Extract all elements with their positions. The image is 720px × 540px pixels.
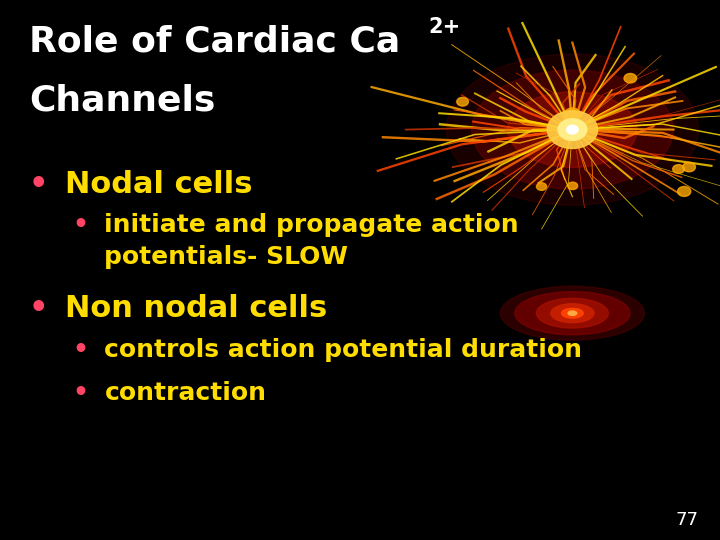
Text: •: • (72, 338, 88, 361)
Ellipse shape (500, 286, 644, 340)
Circle shape (564, 108, 580, 119)
Text: Nodal cells: Nodal cells (65, 170, 252, 199)
Ellipse shape (562, 308, 583, 318)
Ellipse shape (508, 92, 637, 167)
Circle shape (624, 73, 636, 83)
Text: Role of Cardiac Ca: Role of Cardiac Ca (29, 24, 400, 58)
Ellipse shape (446, 54, 698, 205)
Ellipse shape (536, 298, 608, 328)
Text: 77: 77 (675, 511, 698, 529)
Circle shape (558, 119, 587, 140)
Text: Channels: Channels (29, 84, 215, 118)
Text: •: • (72, 213, 88, 237)
Circle shape (536, 183, 546, 191)
Circle shape (547, 111, 598, 148)
Circle shape (683, 162, 696, 172)
Ellipse shape (472, 70, 673, 189)
Text: •: • (72, 381, 88, 404)
Text: •: • (29, 170, 48, 199)
Circle shape (456, 97, 469, 106)
Text: •: • (29, 294, 48, 323)
Text: Non nodal cells: Non nodal cells (65, 294, 327, 323)
Ellipse shape (515, 292, 630, 335)
Ellipse shape (551, 303, 594, 322)
Text: initiate and propagate action
potentials- SLOW: initiate and propagate action potentials… (104, 213, 519, 269)
Text: contraction: contraction (104, 381, 266, 404)
Ellipse shape (568, 311, 577, 315)
Circle shape (568, 182, 577, 190)
Circle shape (678, 186, 690, 197)
Text: 2+: 2+ (428, 17, 461, 37)
Text: controls action potential duration: controls action potential duration (104, 338, 582, 361)
Circle shape (672, 165, 685, 173)
Circle shape (567, 125, 578, 134)
